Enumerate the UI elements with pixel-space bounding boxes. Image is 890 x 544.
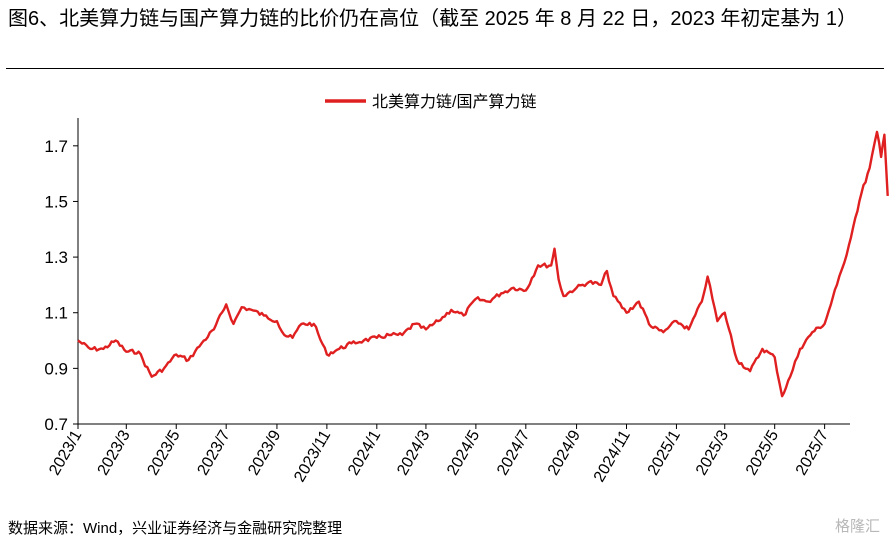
x-tick-label: 2025/3 [693,427,732,478]
x-tick-label: 2024/7 [494,427,533,478]
x-axis: 2023/1 2023/3 2023/5 2023/7 2023/9 2023/11 202… [46,423,850,485]
series-line [77,130,889,398]
y-tick-label: 1.7 [44,137,68,156]
x-tick-label: 2024/11 [591,427,634,485]
y-tick-label: 0.9 [44,359,68,378]
legend[interactable]: 北美算力链/国产算力链 [325,92,536,111]
x-tick-label: 2023/1 [46,427,85,478]
y-tick-label: 1.1 [44,304,68,323]
x-tick-label: 2023/7 [194,427,233,478]
legend-label: 北美算力链/国产算力链 [372,92,536,111]
watermark: 格隆汇 [834,518,880,535]
x-tick-label: 2024/1 [345,427,384,478]
plot-area [77,130,889,398]
y-tick-label: 1.3 [44,248,68,267]
x-tick-label: 2025/7 [793,427,832,478]
x-tick-label: 2024/9 [545,427,584,478]
title-rule [6,68,884,69]
x-tick-label: 2023/3 [95,427,134,478]
x-tick-label: 2024/5 [444,427,483,478]
y-tick-label: 1.5 [44,192,68,211]
y-tick-label: 0.7 [44,415,68,434]
source-note: 数据来源：Wind，兴业证券经济与金融研究院整理 [8,520,343,537]
line-chart: 北美算力链/国产算力链 0.70.91.11.31.51.7 2023/1 202… [44,92,889,485]
x-tick-label: 2023/5 [145,427,184,478]
x-tick-label: 2025/5 [743,427,782,478]
x-tick-label: 2023/11 [291,427,334,485]
y-axis: 0.7 0.9 1.1 1.3 1.5 1.7 [44,118,79,434]
x-tick-label: 2024/3 [394,427,433,478]
chart-title: 图6、北美算力链与国产算力链的比价仍在高位（截至 2025 年 8 月 22 日… [8,8,858,30]
x-tick-label: 2023/9 [245,427,284,478]
x-tick-label: 2025/1 [645,427,684,478]
